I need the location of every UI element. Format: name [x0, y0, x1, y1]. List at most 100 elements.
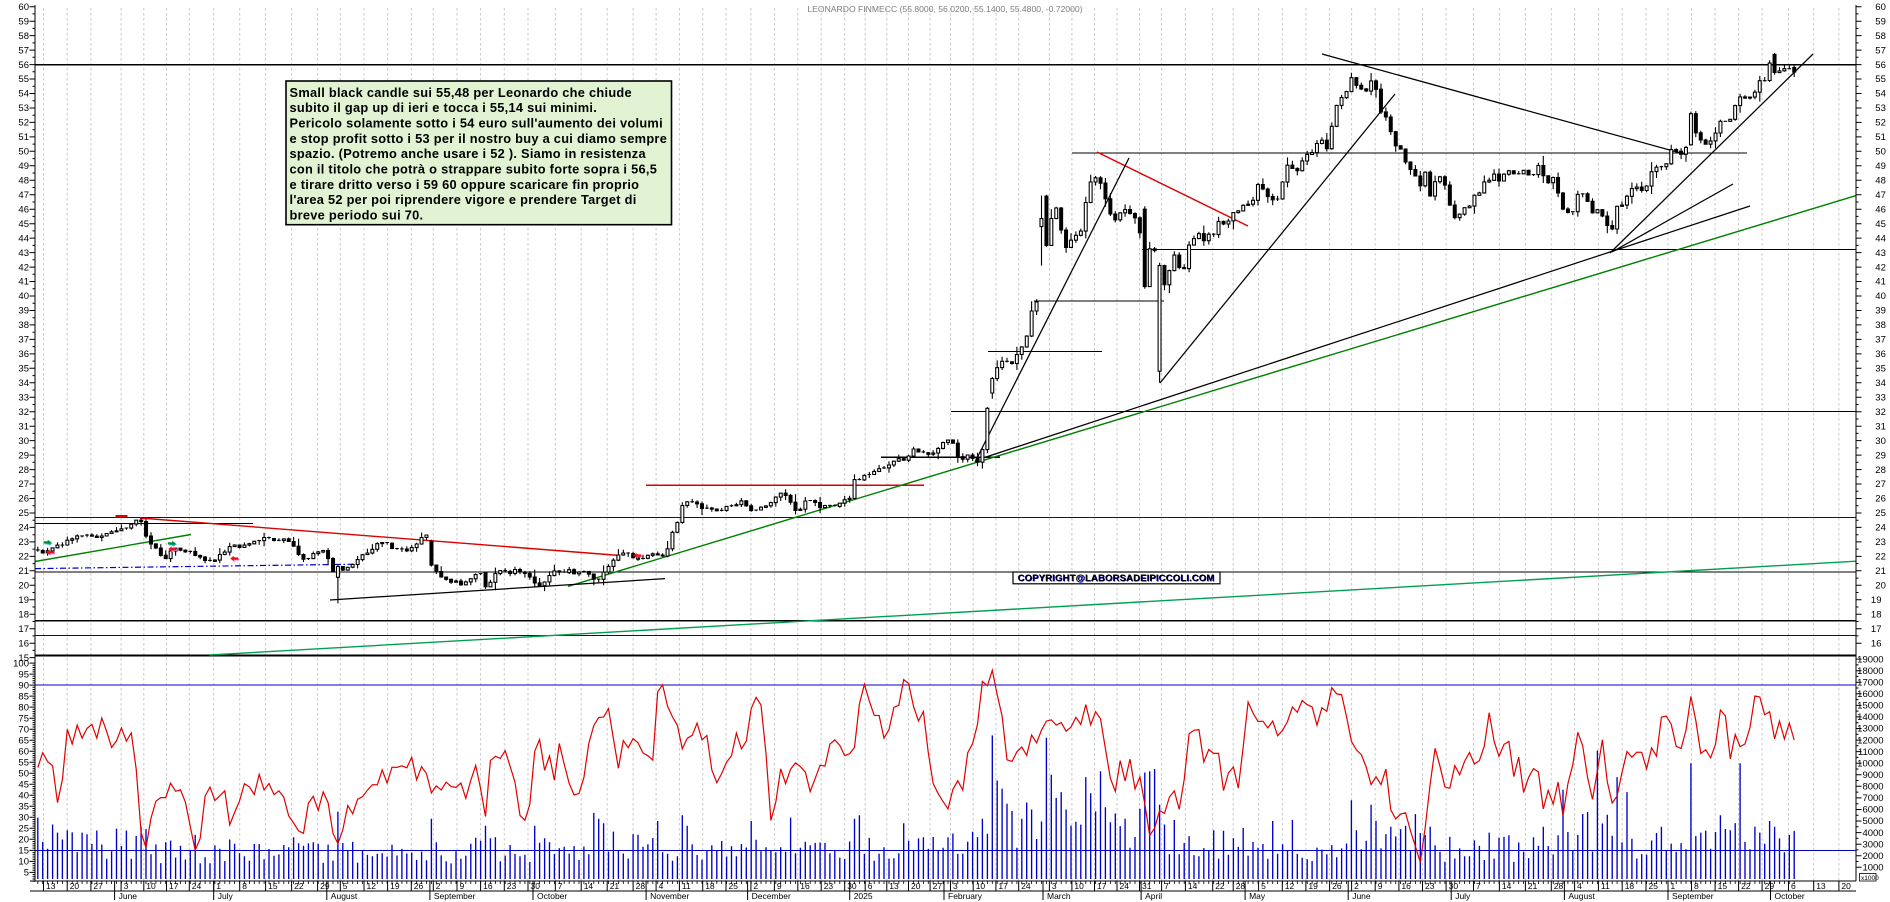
svg-text:47: 47 [1875, 190, 1886, 201]
svg-text:Small black candle sui 55,48 p: Small black candle sui 55,48 per Leonard… [290, 85, 632, 100]
svg-text:23: 23 [18, 537, 29, 548]
svg-text:16: 16 [1871, 638, 1882, 649]
svg-text:13000: 13000 [1857, 724, 1883, 735]
svg-text:60: 60 [18, 2, 29, 13]
svg-text:54: 54 [1875, 89, 1886, 100]
svg-text:80: 80 [18, 702, 29, 713]
svg-text:October: October [537, 891, 567, 901]
svg-text:8000: 8000 [1862, 782, 1883, 793]
svg-text:37: 37 [18, 335, 29, 346]
svg-text:3000: 3000 [1862, 839, 1883, 850]
svg-text:24: 24 [1120, 881, 1130, 891]
svg-text:6: 6 [1791, 881, 1796, 891]
svg-text:52: 52 [18, 118, 29, 129]
svg-text:31: 31 [18, 421, 29, 432]
svg-text:65: 65 [18, 735, 29, 746]
svg-text:17: 17 [169, 881, 179, 891]
svg-text:5: 5 [24, 868, 29, 879]
svg-text:17: 17 [998, 881, 1008, 891]
svg-text:29: 29 [1875, 450, 1886, 461]
svg-text:16: 16 [483, 881, 493, 891]
svg-text:47: 47 [18, 190, 29, 201]
svg-text:46: 46 [1875, 204, 1886, 215]
svg-text:58: 58 [1875, 31, 1886, 42]
svg-text:42: 42 [1875, 262, 1886, 273]
svg-text:22: 22 [1741, 881, 1751, 891]
svg-text:22: 22 [18, 552, 29, 563]
svg-text:24: 24 [1021, 881, 1031, 891]
svg-text:33: 33 [1875, 393, 1886, 404]
svg-text:13: 13 [46, 881, 56, 891]
svg-text:23: 23 [1875, 537, 1886, 548]
svg-text:1: 1 [1671, 881, 1676, 891]
svg-text:26: 26 [1332, 881, 1342, 891]
svg-text:45: 45 [18, 780, 29, 791]
svg-text:23: 23 [507, 881, 517, 891]
svg-text:LEONARDO FINMECC (55.8000, 56.: LEONARDO FINMECC (55.8000, 56.0200, 55.1… [807, 4, 1082, 14]
svg-text:36: 36 [1875, 349, 1886, 360]
svg-text:4: 4 [659, 881, 664, 891]
svg-text:10: 10 [146, 881, 156, 891]
svg-text:18: 18 [1871, 609, 1882, 620]
svg-text:12000: 12000 [1857, 735, 1883, 746]
svg-text:May: May [1249, 891, 1266, 901]
svg-text:7: 7 [1476, 881, 1481, 891]
svg-text:35: 35 [1875, 364, 1886, 375]
svg-text:10000: 10000 [1857, 758, 1883, 769]
svg-text:19: 19 [18, 595, 29, 606]
svg-text:57: 57 [18, 45, 29, 56]
svg-text:12: 12 [367, 881, 377, 891]
svg-text:27: 27 [93, 881, 103, 891]
svg-text:49: 49 [1875, 161, 1886, 172]
svg-text:30: 30 [18, 436, 29, 447]
svg-text:44: 44 [1875, 233, 1886, 244]
svg-text:15: 15 [268, 881, 278, 891]
svg-text:2: 2 [436, 881, 441, 891]
svg-text:26: 26 [1875, 494, 1886, 505]
svg-text:43: 43 [18, 248, 29, 259]
svg-text:COPYRIGHT@LABORSADEIPICCOLI.CO: COPYRIGHT@LABORSADEIPICCOLI.COM [1018, 574, 1215, 585]
svg-text:9: 9 [777, 881, 782, 891]
svg-text:30: 30 [18, 813, 29, 824]
svg-text:e stop profit sotto i 53 per i: e stop profit sotto i 53 per il nostro b… [290, 131, 668, 146]
svg-text:56: 56 [1875, 60, 1886, 71]
svg-text:46: 46 [18, 204, 29, 215]
svg-text:22: 22 [1875, 552, 1886, 563]
svg-text:75: 75 [18, 713, 29, 724]
svg-text:25: 25 [1875, 508, 1886, 519]
svg-text:5: 5 [343, 881, 348, 891]
svg-text:42: 42 [18, 262, 29, 273]
svg-text:24: 24 [192, 881, 202, 891]
svg-text:21: 21 [1528, 881, 1538, 891]
svg-text:25: 25 [18, 824, 29, 835]
svg-text:55: 55 [18, 757, 29, 768]
svg-text:20: 20 [70, 881, 80, 891]
svg-text:July: July [218, 891, 234, 901]
svg-text:38: 38 [18, 320, 29, 331]
svg-text:41: 41 [18, 277, 29, 288]
svg-text:1000: 1000 [1862, 863, 1883, 874]
svg-text:21: 21 [1875, 566, 1886, 577]
svg-text:21: 21 [610, 881, 620, 891]
svg-text:9: 9 [1378, 881, 1383, 891]
svg-text:35: 35 [18, 802, 29, 813]
svg-text:19: 19 [1308, 881, 1318, 891]
svg-text:27: 27 [933, 881, 943, 891]
svg-text:7: 7 [1164, 881, 1169, 891]
svg-text:9000: 9000 [1862, 770, 1883, 781]
svg-text:54: 54 [18, 89, 29, 100]
svg-text:30: 30 [1875, 436, 1886, 447]
svg-text:28: 28 [636, 881, 646, 891]
svg-text:35: 35 [18, 364, 29, 375]
svg-text:11000: 11000 [1858, 747, 1884, 758]
svg-text:10: 10 [1074, 881, 1084, 891]
svg-text:8: 8 [1694, 881, 1699, 891]
svg-text:53: 53 [18, 103, 29, 114]
svg-text:53: 53 [1875, 103, 1886, 114]
svg-text:Pericolo solamente sotto i 54: Pericolo solamente sotto i 54 euro sull'… [290, 116, 663, 131]
svg-text:18: 18 [1625, 881, 1635, 891]
svg-text:2025: 2025 [854, 891, 873, 901]
svg-text:19: 19 [1871, 595, 1882, 606]
svg-text:15000: 15000 [1857, 701, 1883, 712]
svg-text:8: 8 [242, 881, 247, 891]
